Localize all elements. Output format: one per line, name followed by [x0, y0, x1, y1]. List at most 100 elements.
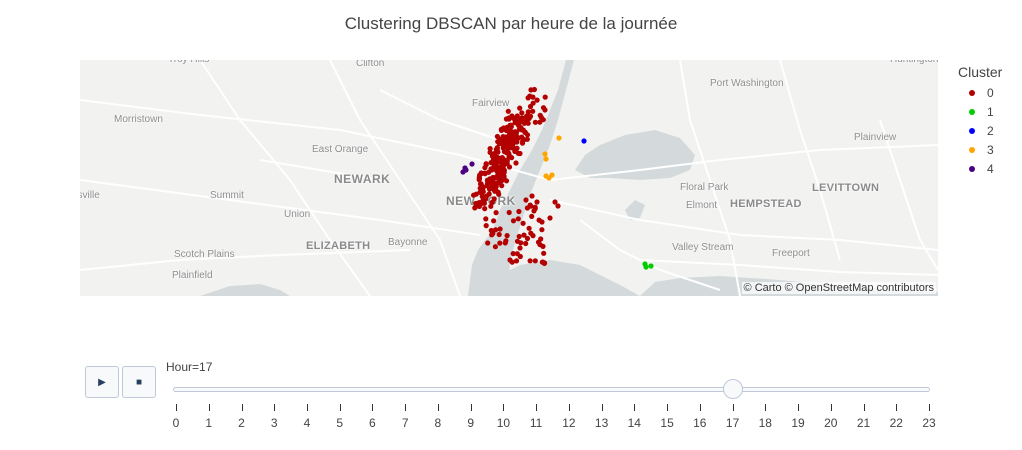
- place-label: Clifton: [356, 60, 385, 69]
- slider-tick-label[interactable]: 9: [467, 416, 475, 430]
- cluster-0-point: [492, 184, 498, 191]
- slider-tick-label[interactable]: 20: [824, 416, 838, 430]
- cluster-0-point: [537, 119, 543, 125]
- cluster-0-point: [483, 196, 489, 202]
- place-label: Freeport: [772, 248, 810, 259]
- slider-tick: [208, 404, 210, 411]
- cluster-0-point: [530, 108, 536, 114]
- cluster-0-point: [485, 240, 491, 246]
- slider-tick-label[interactable]: 18: [758, 416, 772, 430]
- slider-tick: [929, 404, 930, 411]
- cluster-2-point: [581, 138, 587, 144]
- cluster-0-point: [525, 95, 531, 101]
- slider-rail[interactable]: [173, 387, 930, 392]
- cluster-0-point: [517, 245, 523, 251]
- cluster-0-point: [525, 120, 531, 126]
- slider-tick-label[interactable]: 16: [693, 416, 707, 430]
- slider-tick: [176, 404, 177, 411]
- slider-tick-label[interactable]: 4: [303, 416, 311, 430]
- cluster-3-point: [556, 135, 562, 141]
- slider-tick: [568, 404, 570, 411]
- slider-tick: [863, 404, 865, 411]
- map-attribution[interactable]: © Carto © OpenStreetMap contributors: [741, 282, 936, 294]
- slider-tick: [536, 404, 538, 411]
- slider-tick: [667, 404, 669, 411]
- legend-item[interactable]: 4: [950, 159, 1002, 178]
- cluster-4-point: [463, 167, 469, 173]
- map-plot[interactable]: Troy Hills Clifton Port Washington Huntingt…: [80, 60, 938, 296]
- legend-item[interactable]: 3: [950, 140, 1002, 159]
- cluster-0-point: [499, 157, 505, 163]
- slider-tick-label[interactable]: 1: [205, 416, 213, 430]
- cluster-0-point: [473, 203, 479, 209]
- cluster-0-point: [488, 203, 494, 209]
- slider-tick-label[interactable]: 14: [627, 416, 641, 430]
- cluster-0-point: [505, 145, 511, 151]
- cluster-0-point: [499, 183, 505, 189]
- cluster-0-point: [522, 115, 528, 121]
- place-label: Valley Stream: [672, 242, 734, 253]
- slider-tick-label[interactable]: 22: [889, 416, 903, 430]
- slider-tick-label[interactable]: 19: [791, 416, 805, 430]
- place-label: Troy Hills: [168, 60, 209, 65]
- cluster-0-point: [506, 141, 512, 147]
- slider-grip[interactable]: [722, 379, 743, 399]
- place-label: NEWARK: [334, 172, 391, 186]
- place-label: HEMPSTEAD: [730, 198, 802, 210]
- cluster-0-point: [477, 189, 483, 195]
- slider-tick-label[interactable]: 8: [434, 416, 442, 430]
- basemap: [80, 60, 938, 296]
- slider-tick-label[interactable]: 0: [172, 416, 180, 430]
- slider-tick: [601, 404, 603, 411]
- cluster-0-point: [506, 209, 512, 216]
- legend-label: 3: [987, 142, 994, 157]
- slider-tick-label[interactable]: 13: [594, 416, 609, 430]
- place-label: Union: [284, 209, 311, 220]
- cluster-0-point: [491, 218, 497, 224]
- cluster-0-point: [496, 170, 502, 177]
- slider-tick-label[interactable]: 2: [238, 416, 245, 430]
- cluster-0-point: [538, 114, 544, 120]
- cluster-0-point: [478, 170, 484, 176]
- slider-tick-label[interactable]: 3: [270, 416, 278, 430]
- road: [579, 219, 721, 291]
- cluster-0-point: [520, 127, 526, 133]
- place-label: Huntington Station: [890, 60, 938, 65]
- legend-item[interactable]: 0: [950, 83, 1002, 102]
- slider-tick-label[interactable]: 23: [922, 416, 936, 430]
- cluster-0-point: [502, 240, 508, 246]
- slider-tick-label[interactable]: 15: [660, 416, 674, 430]
- cluster-0-point: [511, 115, 517, 121]
- cluster-0-point: [532, 119, 538, 125]
- road: [639, 259, 938, 276]
- slider-tick-label[interactable]: 17: [725, 416, 740, 430]
- legend-label: 4: [987, 161, 994, 176]
- legend-item[interactable]: 2: [950, 121, 1002, 140]
- slider-tick-label[interactable]: 10: [496, 416, 511, 430]
- slider-tick-label[interactable]: 11: [529, 416, 543, 430]
- play-button[interactable]: ▶: [85, 366, 119, 398]
- legend-item[interactable]: 1: [950, 102, 1002, 121]
- cluster-4-point: [469, 161, 475, 167]
- cluster-0-point: [505, 108, 511, 114]
- slider-tick: [732, 404, 734, 411]
- place-label: Plainview: [854, 132, 897, 143]
- legend-marker: [969, 146, 975, 153]
- cluster-0-point: [527, 258, 533, 264]
- slider-tick-label[interactable]: 6: [369, 416, 376, 430]
- slider-tick-label[interactable]: 7: [401, 416, 409, 430]
- cluster-0-point: [542, 94, 548, 100]
- cluster-0-point: [527, 113, 534, 119]
- cluster-0-point: [501, 149, 508, 155]
- slider-tick-label[interactable]: 21: [856, 416, 871, 430]
- stop-button[interactable]: ■: [122, 366, 156, 398]
- cluster-0-point: [497, 226, 503, 232]
- cluster-0-point: [510, 251, 516, 257]
- cluster-0-point: [524, 136, 530, 142]
- cluster-0-point: [539, 219, 545, 225]
- road: [80, 179, 481, 236]
- cluster-0-point: [492, 150, 498, 156]
- slider-tick-label[interactable]: 12: [562, 416, 576, 430]
- slider-tick-label[interactable]: 5: [336, 416, 344, 430]
- cluster-0-point: [534, 199, 540, 205]
